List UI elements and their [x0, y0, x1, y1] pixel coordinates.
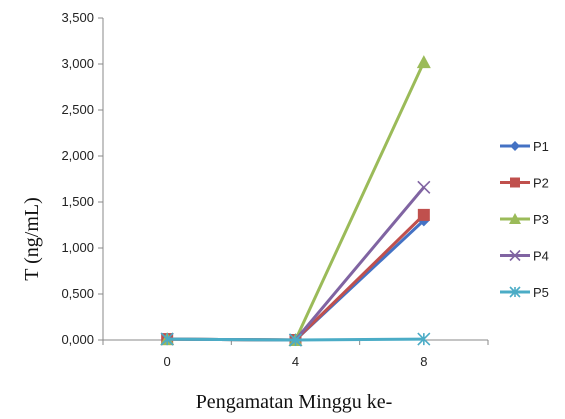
point-marker: [417, 180, 431, 194]
series-p5: [160, 332, 431, 347]
series-layer: [160, 55, 431, 347]
legend-label: P2: [533, 176, 549, 191]
y-tick-label: 2,500: [61, 102, 94, 117]
series-line-p3: [167, 61, 426, 342]
point-marker: [288, 333, 303, 347]
legend-item-p3: P3: [500, 212, 549, 227]
x-tick-label: 4: [292, 354, 299, 369]
series-line-p1: [167, 219, 425, 342]
point-marker: [416, 55, 431, 69]
point-marker: [417, 208, 430, 221]
y-tick-labels: 0,000 0,500 1,000 1,500 2,000 2,500 3,000 3,500: [61, 10, 94, 347]
point-marker: [417, 332, 431, 346]
y-tick-label: 0,500: [61, 286, 94, 301]
legend: P1 P2 P3 P4 P5: [500, 139, 549, 300]
y-tick-label: 3,000: [61, 56, 94, 71]
series-p4: [160, 180, 431, 347]
legend-label: P4: [533, 249, 549, 264]
legend-label: P3: [533, 212, 549, 227]
legend-item-p5: P5: [500, 285, 549, 300]
point-marker: [510, 177, 520, 188]
legend-item-p2: P2: [500, 176, 549, 191]
legend-label: P5: [533, 285, 549, 300]
point-marker: [509, 286, 521, 298]
legend-label: P1: [533, 139, 549, 154]
legend-item-p4: P4: [500, 249, 549, 264]
y-tick-label: 3,500: [61, 10, 94, 25]
y-axis-title: T (ng/mL): [21, 197, 43, 281]
x-tick-label: 0: [164, 354, 171, 369]
y-tick-label: 1,000: [61, 240, 94, 255]
point-marker: [509, 249, 521, 262]
point-marker: [510, 141, 520, 151]
y-tick-label: 2,000: [61, 148, 94, 163]
point-marker: [160, 332, 174, 346]
series-p3: [160, 55, 431, 346]
point-marker: [509, 213, 521, 224]
x-tick-label: 8: [420, 354, 427, 369]
y-tick-label: 0,000: [61, 332, 94, 347]
series-p1: [161, 214, 430, 346]
series-line-p4: [167, 186, 425, 342]
legend-item-p1: P1: [500, 139, 549, 154]
y-tick-label: 1,500: [61, 194, 94, 209]
x-axis-title: Pengamatan Minggu ke-: [196, 391, 393, 413]
x-tick-labels: 0 4 8: [164, 354, 428, 369]
